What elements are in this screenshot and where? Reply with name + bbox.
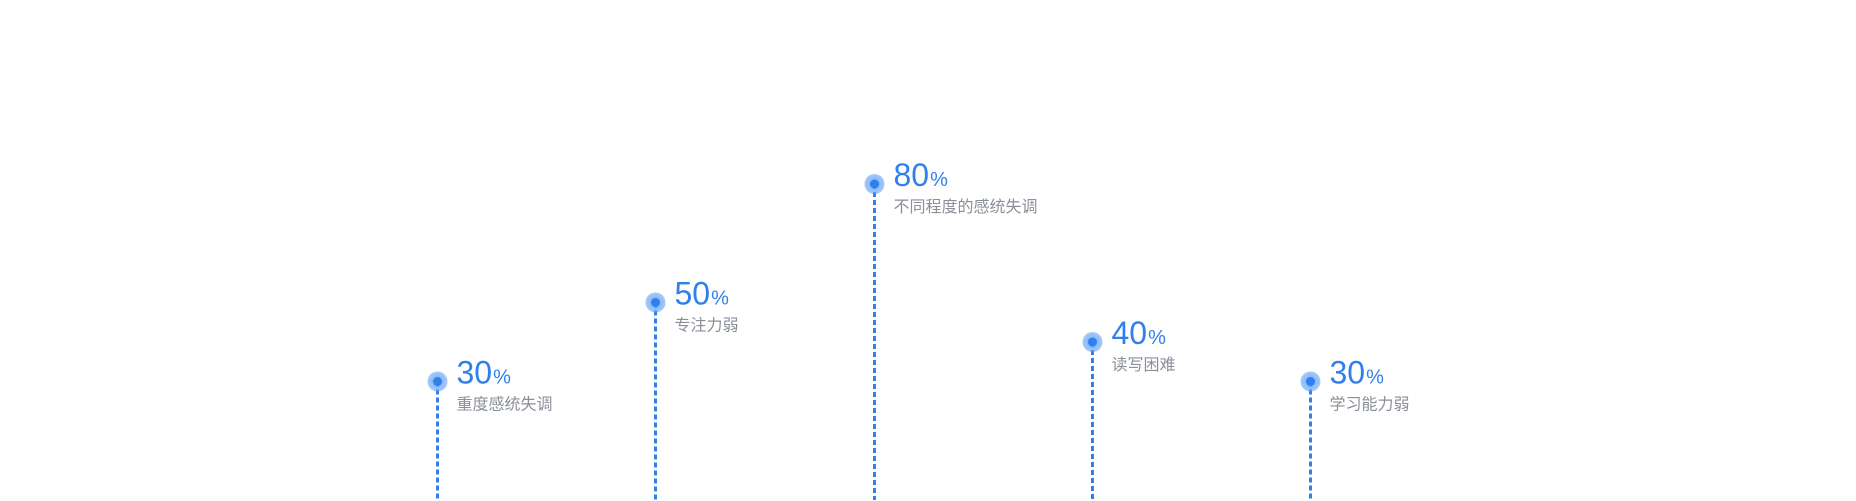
- category-label: 重度感统失调: [457, 395, 553, 414]
- category-label: 专注力弱: [675, 316, 739, 335]
- data-point: 40% 读写困难: [1082, 315, 1176, 500]
- data-value-label: 30%: [457, 355, 512, 391]
- data-marks: 30% 重度感统失调 50% 专注力弱 80% 不同程度的感统失调 40% 读写困难 30% 学习…: [427, 157, 1410, 500]
- category-label: 学习能力弱: [1330, 395, 1410, 414]
- lollipop-marker: [433, 377, 442, 386]
- data-unit-label: %: [930, 169, 948, 191]
- data-unit-label: %: [493, 367, 511, 389]
- data-value-label: 50%: [675, 276, 730, 312]
- data-value-label: 80%: [894, 157, 949, 193]
- lollipop-marker: [651, 298, 660, 307]
- data-point: 30% 学习能力弱: [1300, 355, 1410, 500]
- data-point: 80% 不同程度的感统失调: [864, 157, 1038, 500]
- data-unit-label: %: [1366, 367, 1384, 389]
- lollipop-marker: [1088, 337, 1097, 347]
- data-unit-label: %: [711, 288, 729, 310]
- data-unit-label: %: [1148, 327, 1166, 349]
- data-point: 50% 专注力弱: [645, 276, 739, 500]
- data-value-label: 40%: [1112, 315, 1167, 351]
- lollipop-marker: [870, 179, 879, 189]
- data-point: 30% 重度感统失调: [427, 355, 553, 500]
- category-label: 读写困难: [1112, 355, 1176, 374]
- data-value-label: 30%: [1330, 355, 1385, 391]
- category-label: 不同程度的感统失调: [894, 197, 1038, 216]
- lollipop-marker: [1306, 377, 1315, 386]
